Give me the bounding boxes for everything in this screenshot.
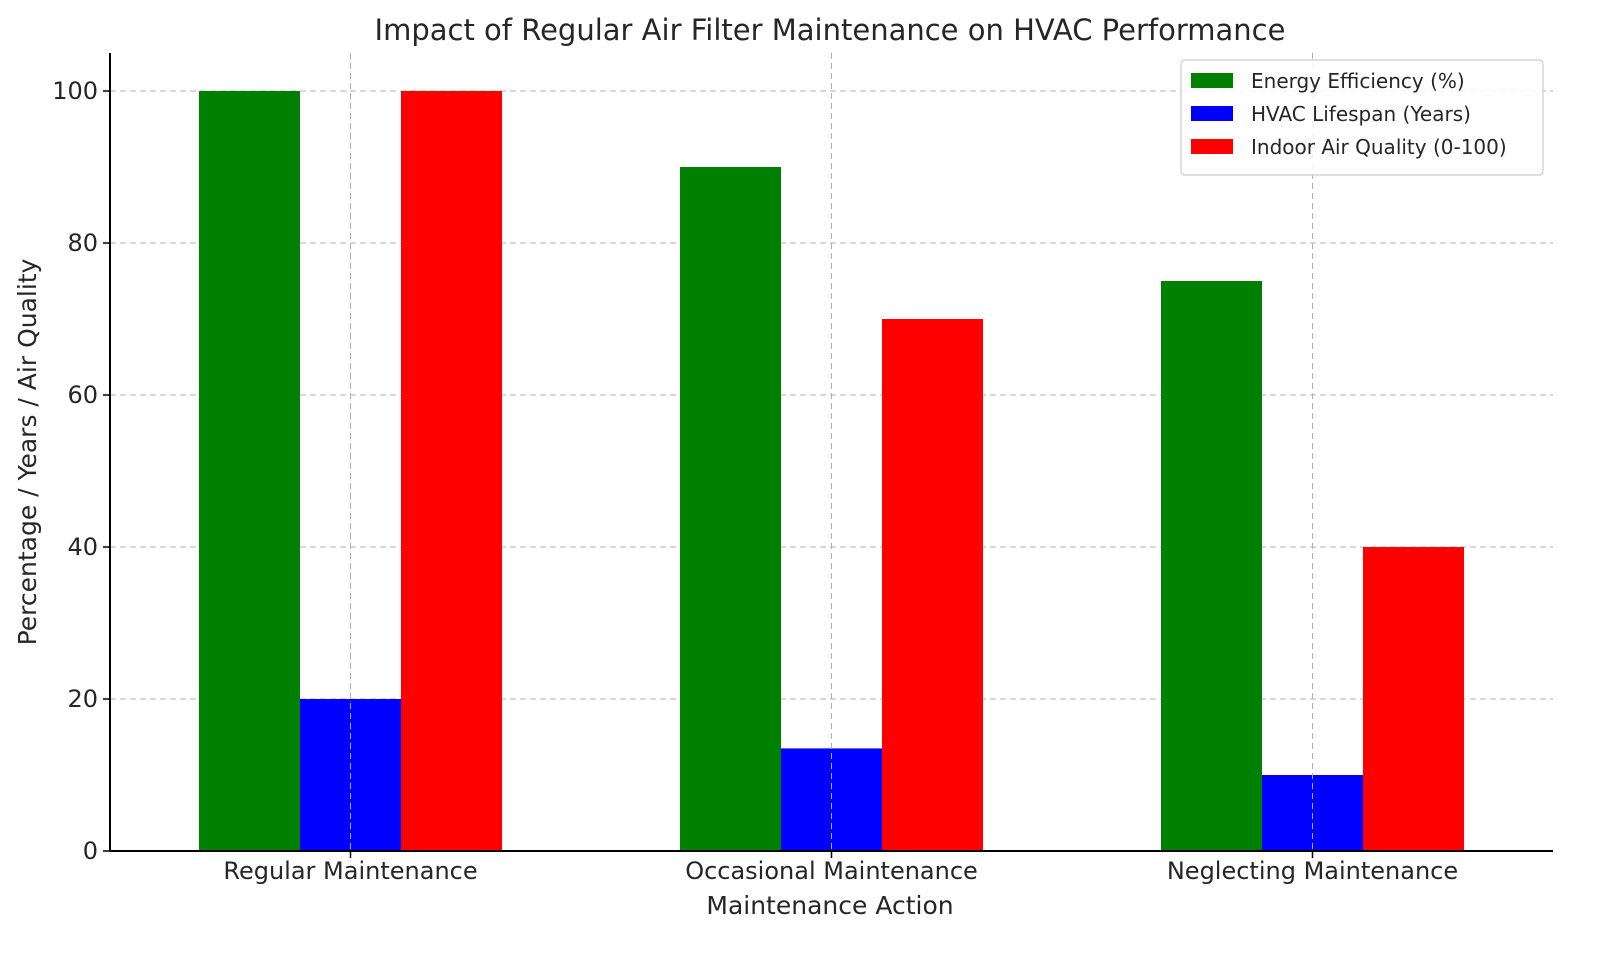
legend-swatch [1191, 106, 1233, 121]
legend-swatch [1191, 139, 1233, 154]
legend: Energy Efficiency (%) HVAC Lifespan (Year… [1180, 59, 1544, 176]
y-tick-label: 20 [67, 685, 98, 713]
y-tick-label: 80 [67, 229, 98, 257]
legend-box [1180, 59, 1544, 176]
y-tick-label: 100 [52, 77, 98, 105]
chart-title: Impact of Regular Air Filter Maintenance… [375, 13, 1286, 47]
bar [199, 91, 300, 851]
bar [680, 167, 781, 851]
legend-label: Indoor Air Quality (0-100) [1251, 135, 1507, 159]
bar [401, 91, 502, 851]
x-tick-label: Occasional Maintenance [685, 857, 978, 885]
y-tick-label: 40 [67, 533, 98, 561]
legend-label: HVAC Lifespan (Years) [1251, 102, 1471, 126]
x-tick-label: Regular Maintenance [223, 857, 477, 885]
bar [1161, 281, 1262, 851]
bars [199, 53, 1464, 851]
axes: 0 20 40 60 80 100 Regular Maintenance Occasiona… [52, 53, 1553, 885]
x-axis-label: Maintenance Action [706, 891, 953, 920]
legend-swatch [1191, 73, 1233, 88]
y-tick-label: 0 [83, 837, 98, 865]
y-axis-label: Percentage / Years / Air Quality [13, 258, 42, 645]
y-tick-label: 60 [67, 381, 98, 409]
legend-label: Energy Efficiency (%) [1251, 69, 1465, 93]
bar [1363, 547, 1464, 851]
x-tick-label: Neglecting Maintenance [1167, 857, 1458, 885]
bar [882, 319, 983, 851]
